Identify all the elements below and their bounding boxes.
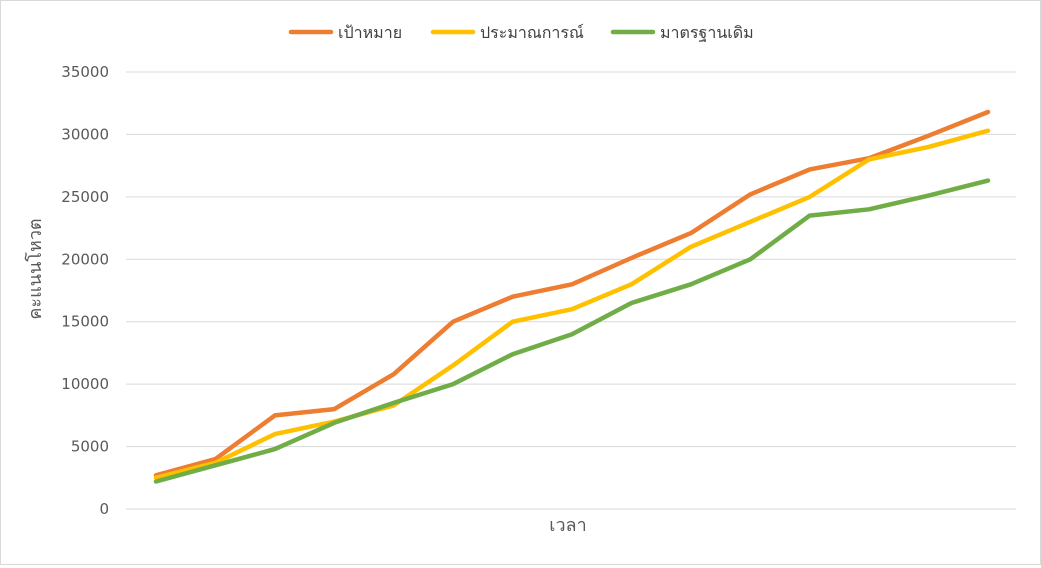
x-axis-title: เวลา	[549, 515, 586, 536]
y-axis-tick-labels: 0 5000 10000 15000 20000 25000 30000 35000	[61, 63, 109, 518]
y-tick-label-30000: 30000	[61, 125, 109, 143]
series-lines	[153, 109, 991, 484]
legend-label-1: เป้าหมาย	[338, 23, 402, 42]
legend: เป้าหมาย ประมาณการณ์ มาตรฐานเดิม	[288, 23, 754, 42]
gridlines	[126, 71, 1016, 510]
legend-label-2: ประมาณการณ์	[480, 23, 584, 42]
legend-label-3: มาตรฐานเดิม	[660, 23, 754, 42]
y-tick-label-15000: 15000	[61, 313, 109, 331]
y-tick-label-25000: 25000	[61, 188, 109, 206]
y-axis-title: คะแนนโหวต	[24, 218, 46, 319]
series-line-3	[153, 178, 991, 484]
y-tick-label-0: 0	[99, 500, 109, 518]
y-tick-label-10000: 10000	[61, 375, 109, 393]
y-tick-label-35000: 35000	[61, 63, 109, 81]
series-line-2	[153, 128, 991, 481]
y-tick-label-5000: 5000	[71, 438, 109, 456]
y-tick-label-20000: 20000	[61, 250, 109, 268]
series-line-1	[153, 109, 991, 478]
